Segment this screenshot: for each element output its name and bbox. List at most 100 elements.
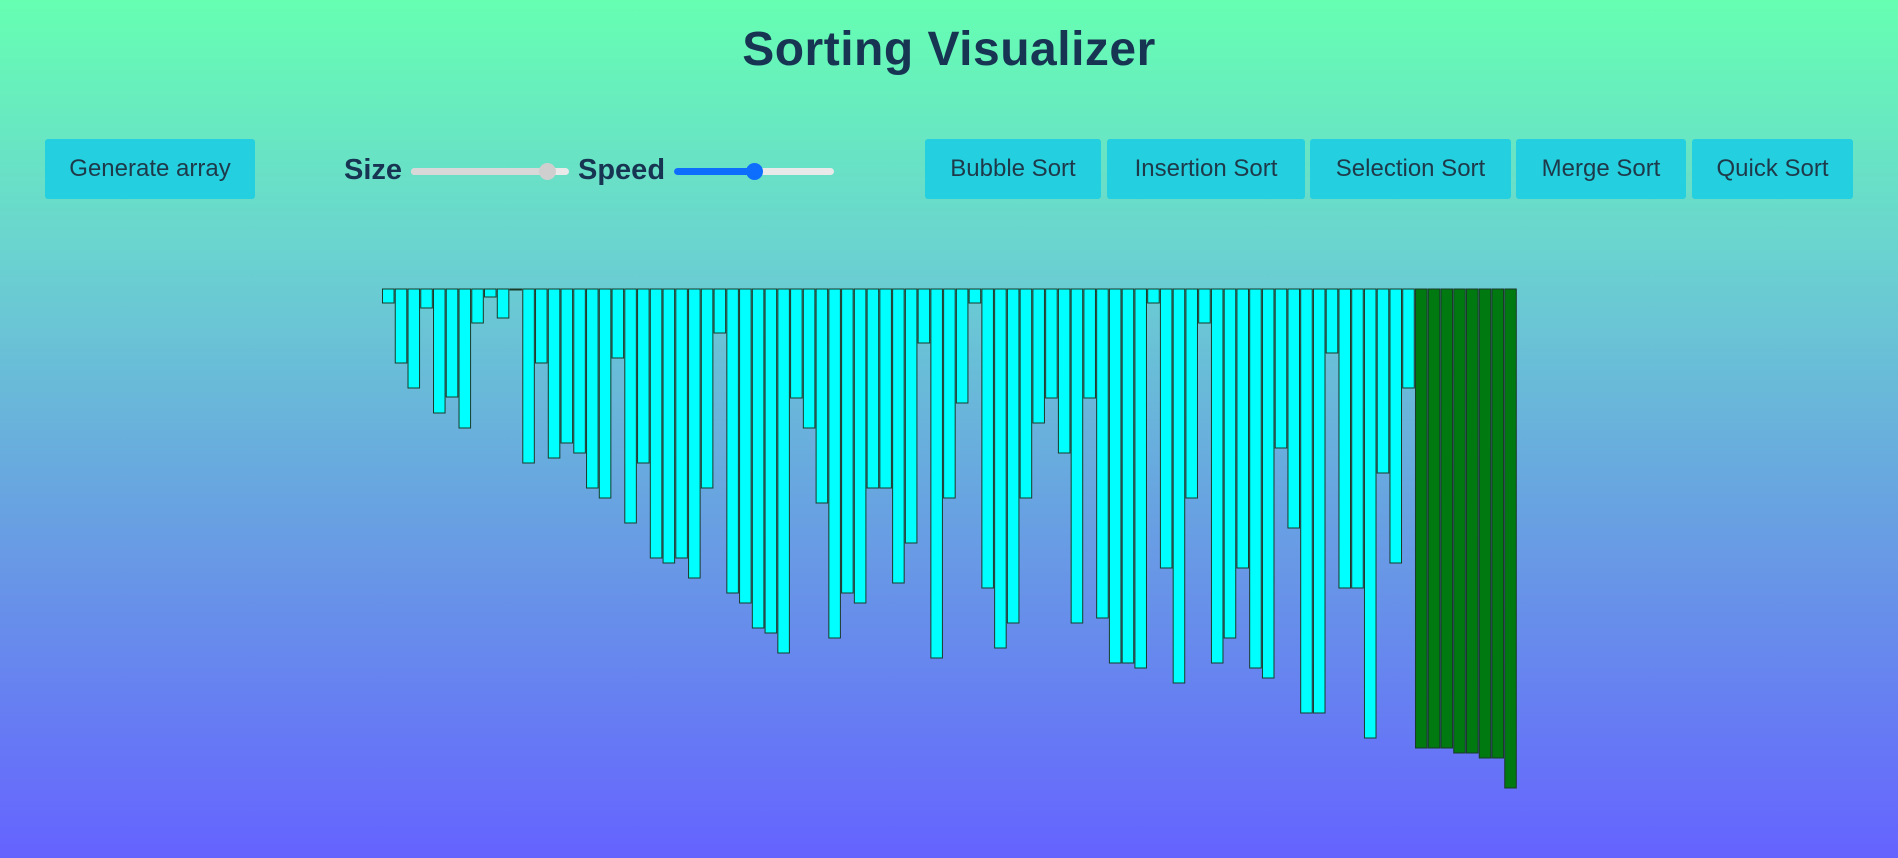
array-bar <box>611 288 625 359</box>
array-bar <box>981 288 994 589</box>
array-bar <box>879 288 892 489</box>
array-bar <box>598 288 612 499</box>
array-bar <box>1006 288 1020 624</box>
array-bar <box>649 288 663 559</box>
array-bar <box>1325 288 1339 354</box>
sorted-bar <box>1504 288 1517 789</box>
array-bar <box>535 288 548 364</box>
speed-label: Speed <box>578 154 666 186</box>
array-bar <box>1019 288 1033 499</box>
size-label: Size <box>344 154 403 186</box>
array-bar <box>739 288 752 604</box>
array-bar <box>930 288 943 659</box>
array-bar <box>802 288 816 429</box>
merge-sort-button[interactable]: Merge Sort <box>1516 139 1686 199</box>
array-bar <box>458 288 472 429</box>
array-bar <box>1096 288 1109 619</box>
array-bar <box>394 288 408 364</box>
array-bar <box>1083 288 1096 399</box>
quick-sort-button[interactable]: Quick Sort <box>1692 139 1853 199</box>
sorted-bar <box>1491 288 1505 759</box>
array-bar <box>1402 288 1415 389</box>
generate-array-button[interactable]: Generate array <box>45 139 255 199</box>
bubble-sort-button[interactable]: Bubble Sort <box>925 139 1101 199</box>
array-bar <box>1147 288 1160 304</box>
array-bar <box>586 288 599 489</box>
array-bar <box>1376 288 1390 474</box>
array-bar <box>382 288 395 304</box>
array-bar <box>688 288 701 579</box>
array-bar <box>1057 288 1071 454</box>
array-bar <box>1185 288 1198 499</box>
array-bar <box>407 288 421 389</box>
array-bar <box>1274 288 1288 449</box>
speed-slider-thumb[interactable] <box>746 163 763 180</box>
speed-slider[interactable] <box>674 163 834 180</box>
array-bar <box>1338 288 1352 589</box>
array-bar <box>433 288 446 414</box>
array-bar <box>1198 288 1211 324</box>
array-bar <box>790 288 803 399</box>
array-bar <box>509 288 523 291</box>
array-bar <box>917 288 931 344</box>
array-bar <box>764 288 778 634</box>
sorted-bar <box>1453 288 1466 754</box>
array-bar <box>1363 288 1377 739</box>
sorted-bar <box>1414 288 1428 749</box>
sorted-bar <box>1465 288 1479 754</box>
array-bar <box>522 288 535 464</box>
array-bar <box>675 288 688 559</box>
array-bar <box>547 288 561 459</box>
size-slider[interactable] <box>411 163 569 180</box>
array-bar <box>904 288 918 544</box>
array-bar <box>1223 288 1237 639</box>
selection-sort-button[interactable]: Selection Sort <box>1310 139 1511 199</box>
array-bar <box>1300 288 1313 714</box>
array-bar <box>1210 288 1224 664</box>
array-bar <box>777 288 790 654</box>
insertion-sort-button[interactable]: Insertion Sort <box>1107 139 1305 199</box>
array-bar <box>573 288 586 454</box>
array-bar <box>1249 288 1262 669</box>
array-bar <box>1261 288 1275 679</box>
array-bar <box>1287 288 1300 529</box>
array-bar <box>1351 288 1364 589</box>
size-slider-thumb[interactable] <box>538 163 556 180</box>
array-bar <box>700 288 714 489</box>
sorted-bar <box>1427 288 1441 749</box>
array-bar <box>1045 288 1058 399</box>
array-bar <box>1236 288 1249 569</box>
array-bar <box>1032 288 1045 424</box>
size-slider-track <box>411 168 569 175</box>
array-bar <box>751 288 765 629</box>
array-bar <box>471 288 484 324</box>
array-bar <box>624 288 637 524</box>
array-bar <box>484 288 497 298</box>
array-bar <box>1134 288 1147 669</box>
array-bar <box>968 288 982 304</box>
array-bar <box>841 288 854 594</box>
array-bar <box>1172 288 1186 684</box>
array-bar <box>496 288 510 319</box>
array-bar <box>1070 288 1084 624</box>
array-bar <box>1108 288 1122 664</box>
sorted-bar <box>1440 288 1454 749</box>
array-bar <box>637 288 650 464</box>
array-bar <box>892 288 905 584</box>
array-bar <box>866 288 880 489</box>
array-bar <box>420 288 433 309</box>
array-bar <box>726 288 739 594</box>
array-bar <box>713 288 727 334</box>
array-bar <box>853 288 867 604</box>
array-bar <box>955 288 969 404</box>
array-bar <box>994 288 1007 649</box>
sorted-bar <box>1478 288 1492 759</box>
array-bar <box>445 288 459 398</box>
array-bar <box>662 288 676 564</box>
array-bar <box>828 288 841 639</box>
array-bar <box>1312 288 1326 714</box>
array-bar <box>560 288 574 444</box>
array-bar <box>815 288 829 504</box>
array-bar <box>1389 288 1403 564</box>
